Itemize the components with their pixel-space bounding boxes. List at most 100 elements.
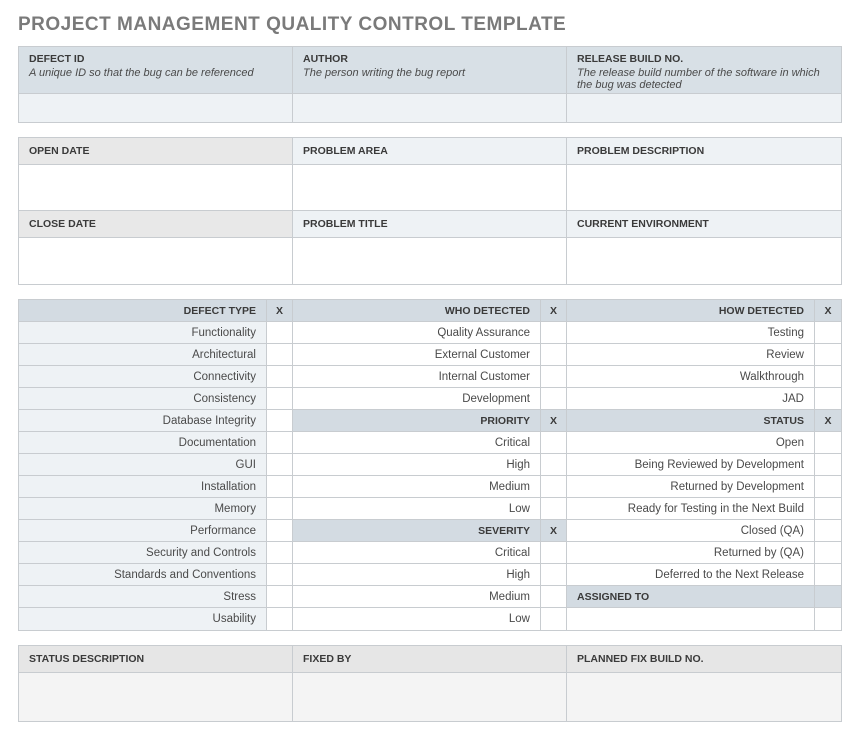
defect-type-checkbox[interactable] xyxy=(267,366,293,388)
col2-checkbox[interactable] xyxy=(541,366,567,388)
col3-checkbox[interactable] xyxy=(815,498,841,520)
col3-checkbox[interactable] xyxy=(815,476,841,498)
col2-checkbox[interactable] xyxy=(541,542,567,564)
col3-item: Returned by (QA) xyxy=(567,542,815,564)
col3-item: Ready for Testing in the Next Build xyxy=(567,498,815,520)
defect-type-x-header: X xyxy=(267,300,293,322)
col2-checkbox[interactable] xyxy=(541,432,567,454)
defect-type-checkbox[interactable] xyxy=(267,410,293,432)
problem-description-label: PROBLEM DESCRIPTION xyxy=(567,138,841,165)
defect-type-checkbox[interactable] xyxy=(267,542,293,564)
current-environment-label: CURRENT ENVIRONMENT xyxy=(567,211,841,238)
defect-type-item: Consistency xyxy=(19,388,267,410)
col3-checkbox[interactable] xyxy=(815,366,841,388)
defect-type-item: Architectural xyxy=(19,344,267,366)
col2-checkbox[interactable] xyxy=(541,564,567,586)
planned-fix-build-input[interactable] xyxy=(567,673,841,721)
col3-checkbox[interactable] xyxy=(815,344,841,366)
col2-x-header: X xyxy=(541,300,567,322)
col3-header: HOW DETECTED xyxy=(567,300,815,322)
status-description-input[interactable] xyxy=(19,673,293,721)
close-date-input[interactable] xyxy=(19,238,293,284)
col2-item: Low xyxy=(293,498,541,520)
col3-item: Being Reviewed by Development xyxy=(567,454,815,476)
author-input[interactable] xyxy=(293,94,567,122)
defect-type-item: Functionality xyxy=(19,322,267,344)
col3-checkbox[interactable] xyxy=(815,564,841,586)
col3-checkbox[interactable] xyxy=(815,432,841,454)
col2-checkbox[interactable] xyxy=(541,388,567,410)
col3-checkbox[interactable] xyxy=(815,542,841,564)
problem-title-input[interactable] xyxy=(293,238,567,284)
assigned-to-header: ASSIGNED TO xyxy=(567,586,815,608)
col2-checkbox[interactable] xyxy=(541,476,567,498)
col2-checkbox[interactable] xyxy=(541,344,567,366)
defect-id-input[interactable] xyxy=(19,94,293,122)
defect-type-checkbox[interactable] xyxy=(267,520,293,542)
col3-item: Walkthrough xyxy=(567,366,815,388)
problem-title-label: PROBLEM TITLE xyxy=(293,211,567,238)
col2-checkbox[interactable] xyxy=(541,608,567,630)
defect-type-item: Performance xyxy=(19,520,267,542)
defect-type-item: Database Integrity xyxy=(19,410,267,432)
col3-item: Closed (QA) xyxy=(567,520,815,542)
col3-item: Testing xyxy=(567,322,815,344)
col3-item: JAD xyxy=(567,388,815,410)
section-dates-problem: OPEN DATE PROBLEM AREA PROBLEM DESCRIPTI… xyxy=(18,137,842,285)
defect-type-checkbox[interactable] xyxy=(267,564,293,586)
open-date-label: OPEN DATE xyxy=(19,138,293,165)
defect-type-checkbox[interactable] xyxy=(267,498,293,520)
col2-item: Quality Assurance xyxy=(293,322,541,344)
defect-type-item: Stress xyxy=(19,586,267,608)
col2-item: High xyxy=(293,564,541,586)
defect-id-desc: A unique ID so that the bug can be refer… xyxy=(29,65,282,79)
planned-fix-build-label: PLANNED FIX BUILD NO. xyxy=(567,646,841,673)
col2-checkbox[interactable] xyxy=(541,498,567,520)
defect-type-checkbox[interactable] xyxy=(267,388,293,410)
close-date-label: CLOSE DATE xyxy=(19,211,293,238)
problem-area-input[interactable] xyxy=(293,165,567,211)
defect-type-checkbox[interactable] xyxy=(267,608,293,630)
defect-type-checkbox[interactable] xyxy=(267,344,293,366)
problem-description-input[interactable] xyxy=(567,165,841,211)
open-date-input[interactable] xyxy=(19,165,293,211)
col2-item: High xyxy=(293,454,541,476)
col2-header: SEVERITY xyxy=(293,520,541,542)
col3-checkbox[interactable] xyxy=(815,520,841,542)
col2-header: WHO DETECTED xyxy=(293,300,541,322)
col3-checkbox[interactable] xyxy=(815,454,841,476)
col2-item: Medium xyxy=(293,476,541,498)
col3-checkbox[interactable] xyxy=(815,388,841,410)
defect-type-item: Usability xyxy=(19,608,267,630)
defect-type-checkbox[interactable] xyxy=(267,476,293,498)
fixed-by-input[interactable] xyxy=(293,673,567,721)
col3-checkbox[interactable] xyxy=(815,322,841,344)
defect-type-checkbox[interactable] xyxy=(267,586,293,608)
release-build-input[interactable] xyxy=(567,94,841,122)
defect-type-item: Installation xyxy=(19,476,267,498)
col2-x-header: X xyxy=(541,520,567,542)
defect-type-checkbox[interactable] xyxy=(267,432,293,454)
defect-type-item: Connectivity xyxy=(19,366,267,388)
defect-type-checkbox[interactable] xyxy=(267,322,293,344)
status-description-label: STATUS DESCRIPTION xyxy=(19,646,293,673)
assigned-to-input[interactable] xyxy=(567,608,815,630)
col3-x-header: X xyxy=(815,410,841,432)
section-footer: STATUS DESCRIPTION FIXED BY PLANNED FIX … xyxy=(18,645,842,722)
defect-type-checkbox[interactable] xyxy=(267,454,293,476)
page-title: PROJECT MANAGEMENT QUALITY CONTROL TEMPL… xyxy=(18,14,842,36)
col2-item: Critical xyxy=(293,432,541,454)
current-environment-input[interactable] xyxy=(567,238,841,284)
defect-id-header: DEFECT ID A unique ID so that the bug ca… xyxy=(19,47,293,94)
defect-id-label: DEFECT ID xyxy=(29,53,282,65)
author-header: AUTHOR The person writing the bug report xyxy=(293,47,567,94)
col2-item: Critical xyxy=(293,542,541,564)
col2-checkbox[interactable] xyxy=(541,322,567,344)
problem-area-label: PROBLEM AREA xyxy=(293,138,567,165)
fixed-by-label: FIXED BY xyxy=(293,646,567,673)
col2-checkbox[interactable] xyxy=(541,586,567,608)
col3-item: Review xyxy=(567,344,815,366)
col2-item: External Customer xyxy=(293,344,541,366)
author-label: AUTHOR xyxy=(303,53,556,65)
col2-checkbox[interactable] xyxy=(541,454,567,476)
